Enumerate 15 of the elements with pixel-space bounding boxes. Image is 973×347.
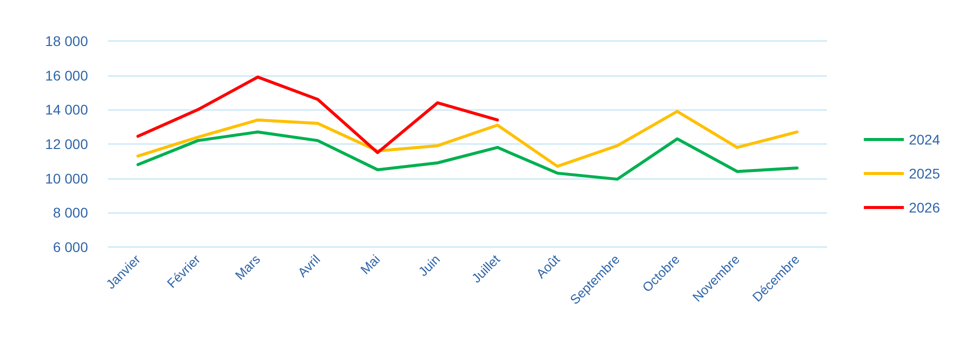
line-series — [136, 130, 799, 181]
y-tick-label: 8 000 — [52, 204, 88, 221]
y-tick-label: 16 000 — [45, 67, 88, 84]
x-tick-label: Mai — [358, 252, 383, 278]
line-series — [136, 76, 499, 154]
y-tick-label: 10 000 — [45, 170, 88, 186]
line-series — [136, 110, 799, 168]
y-tick-label: 6 000 — [52, 239, 88, 255]
y-tick-label: 18 000 — [45, 33, 88, 49]
x-tick-label: Juin — [415, 252, 443, 280]
legend-label: 2026 — [908, 200, 940, 216]
y-tick-label: 14 000 — [45, 102, 88, 118]
legend-label: 2024 — [908, 132, 940, 148]
y-tick-label: 12 000 — [45, 136, 88, 152]
legend-label: 2025 — [908, 166, 940, 182]
